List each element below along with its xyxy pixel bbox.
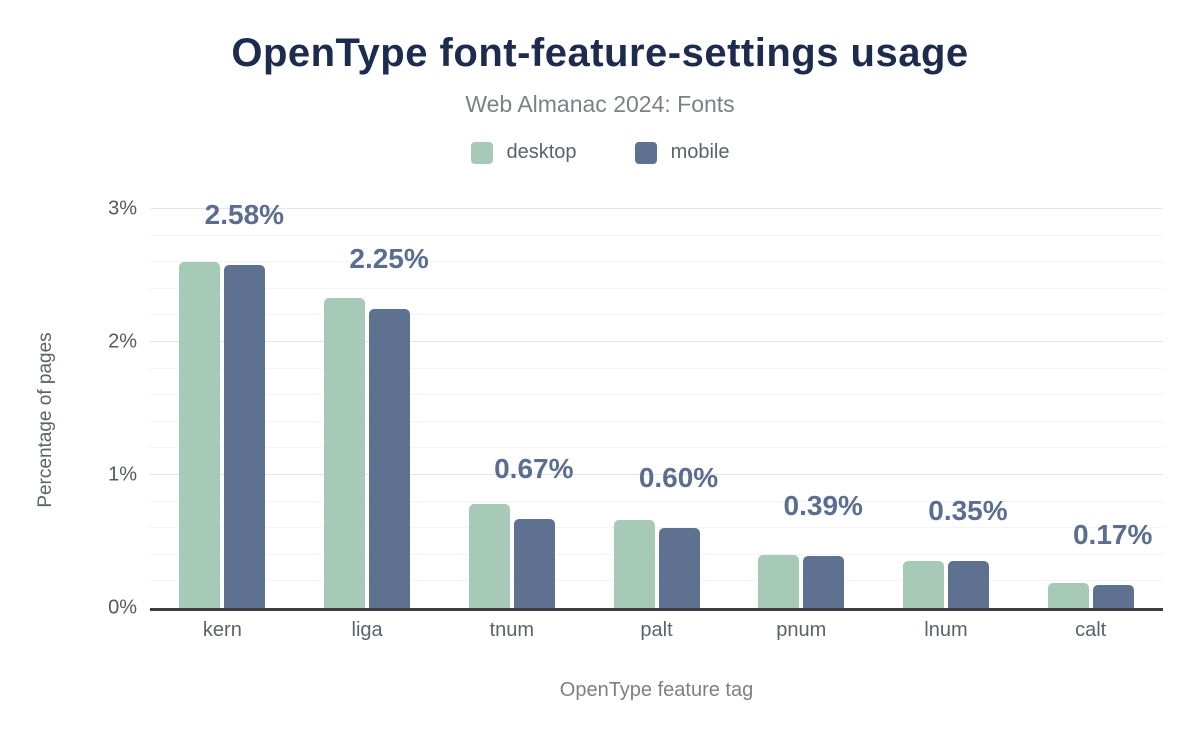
- gridline-minor: [150, 314, 1163, 316]
- y-axis-tick-label: 1%: [108, 463, 137, 486]
- mobile-bar-pnum[interactable]: [803, 556, 845, 608]
- x-axis-tick-label-calt: calt: [1075, 619, 1107, 641]
- gridline-minor: [150, 553, 1163, 555]
- x-axis-tick-label-liga: liga: [351, 619, 383, 641]
- x-axis-tick-label-tnum: tnum: [489, 619, 535, 641]
- bar-group-liga: 2.25%: [295, 188, 440, 608]
- bar-value-label-pnum: 0.39%: [783, 490, 863, 522]
- bar-value-label-kern: 2.58%: [204, 198, 285, 230]
- y-axis-tick-label: 0%: [108, 596, 137, 619]
- bar-group-kern: 2.58%: [150, 188, 295, 608]
- gridline-minor: [150, 261, 1163, 263]
- desktop-bar-tnum[interactable]: [468, 504, 510, 608]
- desktop-bar-liga[interactable]: [324, 298, 366, 608]
- x-axis-tick-label-palt: palt: [640, 619, 673, 641]
- bar-value-label-tnum: 0.67%: [494, 452, 574, 484]
- gridline-minor: [150, 394, 1163, 396]
- bar-value-label-liga: 2.25%: [349, 242, 429, 274]
- chart-title: OpenType font-feature-settings usage: [231, 31, 969, 75]
- desktop-bar-pnum[interactable]: [758, 554, 800, 608]
- gridline-minor: [150, 234, 1163, 236]
- gridline-major: [150, 341, 1163, 342]
- mobile-bar-lnum[interactable]: [947, 561, 989, 608]
- gridline-major: [150, 474, 1163, 475]
- x-axis-tick-label-pnum: pnum: [776, 619, 827, 641]
- bar-groups: 2.58% 2.25% 0.67% 0.60% 0.39% 0.35% 0.17%: [150, 188, 1163, 608]
- gridline-minor: [150, 500, 1163, 502]
- bar-value-label-palt: 0.60%: [638, 462, 719, 494]
- desktop-bar-kern[interactable]: [179, 262, 221, 608]
- gridline-minor: [150, 580, 1163, 582]
- bar-group-calt: 0.17%: [1018, 188, 1163, 608]
- mobile-bar-liga[interactable]: [369, 308, 411, 608]
- mobile-bar-kern[interactable]: [224, 264, 266, 608]
- legend-label: desktop: [506, 141, 577, 163]
- gridline-minor: [150, 527, 1163, 529]
- x-axis-tick-labels: kern liga tnum palt pnum lnum calt: [150, 619, 1163, 642]
- x-axis-title: OpenType feature tag: [559, 679, 754, 701]
- y-axis-tick-label: 3%: [108, 197, 137, 220]
- legend: desktop mobile: [0, 141, 1200, 164]
- mobile-bar-calt[interactable]: [1092, 585, 1134, 608]
- plot-area: 2.58% 2.25% 0.67% 0.60% 0.39% 0.35% 0.17% 0% 1%…: [108, 188, 1163, 619]
- bar-value-label-lnum: 0.35%: [928, 495, 1008, 527]
- bar-group-lnum: 0.35%: [874, 188, 1019, 608]
- y-axis-tick-label: 2%: [108, 330, 137, 353]
- mobile-bar-tnum[interactable]: [513, 518, 555, 608]
- desktop-bar-palt[interactable]: [613, 520, 655, 608]
- legend-label: mobile: [670, 141, 730, 163]
- gridline-minor: [150, 367, 1163, 369]
- bar-group-pnum: 0.39%: [729, 188, 874, 608]
- mobile-swatch-icon: [634, 141, 657, 164]
- gridline-minor: [150, 420, 1163, 422]
- bar-value-label-calt: 0.17%: [1072, 519, 1153, 551]
- chart-subtitle: Web Almanac 2024: Fonts: [465, 91, 735, 117]
- desktop-bar-calt[interactable]: [1047, 582, 1089, 608]
- mobile-bar-palt[interactable]: [658, 528, 700, 608]
- y-axis-title: Percentage of pages: [35, 332, 56, 508]
- x-axis-tick-label-lnum: lnum: [924, 619, 968, 641]
- desktop-swatch-icon: [470, 141, 493, 164]
- legend-item-mobile[interactable]: mobile: [634, 141, 730, 164]
- bar-group-tnum: 0.67%: [439, 188, 584, 608]
- x-axis-tick-label-kern: kern: [202, 619, 242, 641]
- desktop-bar-lnum[interactable]: [902, 561, 944, 608]
- bar-group-palt: 0.60%: [584, 188, 729, 608]
- gridline-minor: [150, 287, 1163, 289]
- gridline-minor: [150, 447, 1163, 449]
- gridline-major: [150, 208, 1163, 209]
- legend-item-desktop[interactable]: desktop: [470, 141, 577, 164]
